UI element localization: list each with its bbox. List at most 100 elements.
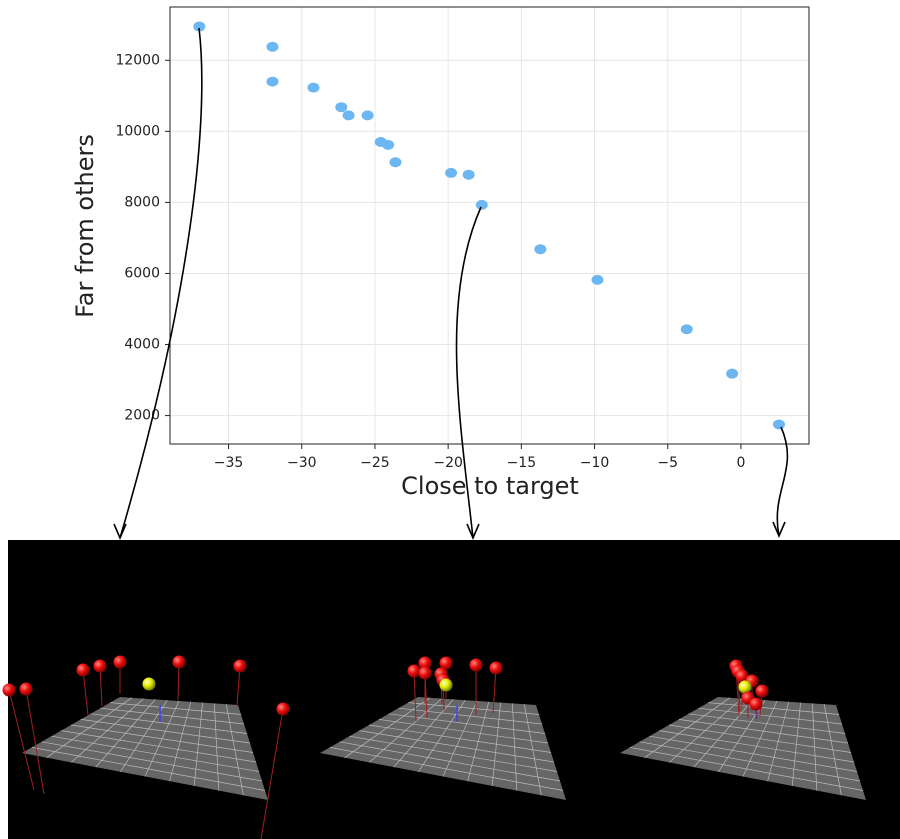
stem <box>492 667 497 714</box>
x-tick-label: −35 <box>214 455 244 471</box>
sphere <box>2 683 16 697</box>
floor-grid <box>110 702 242 715</box>
floor-grid <box>169 701 192 782</box>
stem <box>99 665 103 707</box>
x-axis-label: Close to target <box>401 472 579 500</box>
x-tick-label: −10 <box>580 455 610 471</box>
stem <box>25 688 45 795</box>
point <box>193 21 206 32</box>
sphere <box>113 655 127 669</box>
floor-grid <box>823 704 842 796</box>
y-tick-label: 2000 <box>124 408 160 424</box>
x-tick-label: −5 <box>657 455 678 471</box>
y-tick-label: 8000 <box>124 194 160 210</box>
sphere <box>749 697 763 711</box>
floor-grid <box>144 700 180 777</box>
floor-grid <box>378 719 549 744</box>
floor-grid <box>214 703 220 791</box>
floor-grid <box>100 707 245 725</box>
y-tick-label: 4000 <box>124 337 160 353</box>
point <box>772 419 785 430</box>
point <box>361 110 374 121</box>
y-tick-label: 10000 <box>115 123 160 139</box>
stem <box>424 672 428 719</box>
sphere <box>142 677 156 691</box>
sphere <box>233 659 247 673</box>
sphere <box>735 669 749 683</box>
stem <box>260 708 284 839</box>
floor <box>620 697 866 800</box>
scenes <box>2 655 866 839</box>
floor-grid <box>408 702 540 715</box>
floor-grid <box>791 702 801 786</box>
point <box>462 169 475 180</box>
sphere <box>76 663 90 677</box>
y-axis-label: Far from others <box>71 134 99 318</box>
x-tick-label: 0 <box>736 455 745 471</box>
floor-grid <box>90 713 248 734</box>
x-tick-label: −25 <box>360 455 390 471</box>
floor-grid <box>193 702 203 786</box>
point <box>335 102 348 113</box>
arrow <box>455 206 482 539</box>
floor <box>22 697 268 800</box>
floor-grid <box>708 702 840 715</box>
x-tick-label: −20 <box>433 455 463 471</box>
x-tick-label: −30 <box>287 455 317 471</box>
stem <box>236 665 241 707</box>
plot-area: −35 −30 −25 −20 −15 −10 −5 0 2000 4000 6000 8000 100… <box>115 7 809 471</box>
sphere <box>276 702 290 716</box>
sphere <box>439 678 453 692</box>
stem <box>413 670 417 722</box>
floor-grid <box>742 700 778 777</box>
sphere <box>418 656 432 670</box>
floor-grid <box>442 700 478 777</box>
point <box>266 76 279 87</box>
stem <box>82 669 89 716</box>
sphere <box>755 684 769 698</box>
floor <box>320 697 566 800</box>
floor-grid <box>467 701 490 782</box>
point <box>680 324 693 335</box>
sphere <box>407 664 421 678</box>
point <box>445 167 458 178</box>
arrow-head <box>466 523 480 541</box>
arrow-head <box>113 523 127 541</box>
floor-grid <box>767 701 790 782</box>
floor-grid <box>388 713 546 734</box>
floor-grid <box>698 707 843 725</box>
stem <box>8 689 35 791</box>
floor-grid <box>491 702 501 786</box>
sphere <box>418 666 432 680</box>
arrow <box>776 426 789 537</box>
floor-grid <box>80 719 251 744</box>
point <box>307 82 320 93</box>
y-tick-label: 12000 <box>115 52 160 68</box>
floor-grid <box>688 713 846 734</box>
arrows <box>113 27 789 541</box>
axes-frame <box>169 6 810 445</box>
floor-grid <box>398 707 543 725</box>
y-tick-label: 6000 <box>124 265 160 281</box>
render-panel <box>8 540 900 839</box>
point <box>726 368 739 379</box>
floor-grid <box>812 703 818 791</box>
point <box>266 41 279 52</box>
point <box>475 199 488 210</box>
sphere <box>469 658 483 672</box>
floor-grid <box>523 704 542 796</box>
x-tick-label: −15 <box>507 455 537 471</box>
sphere <box>439 656 453 670</box>
sphere <box>93 659 107 673</box>
floor-grid <box>678 719 849 744</box>
sphere <box>172 655 186 669</box>
arrow-head <box>772 521 786 539</box>
sphere <box>489 661 503 675</box>
point <box>389 157 402 168</box>
point <box>342 110 355 121</box>
point <box>591 274 604 285</box>
floor-grid <box>225 704 244 796</box>
floor-grid <box>512 703 518 791</box>
point <box>534 244 547 255</box>
